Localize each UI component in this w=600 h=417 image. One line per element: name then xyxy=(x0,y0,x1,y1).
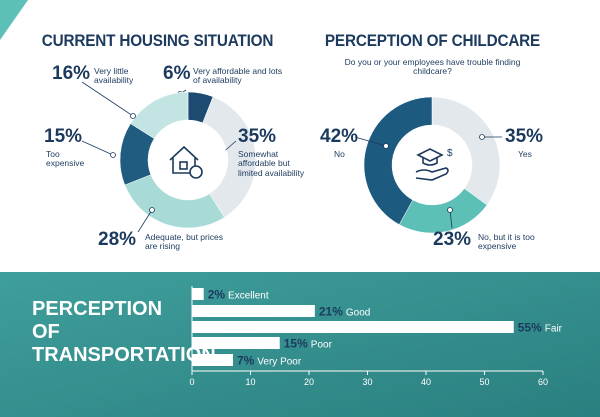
chart-title: PERCEPTION OF CHILDCARE xyxy=(324,31,541,50)
leader-dot xyxy=(383,143,389,149)
chart-title: CURRENT HOUSING SITUATION xyxy=(41,31,274,50)
value-label: 42% xyxy=(320,126,359,147)
category-label: No xyxy=(334,149,345,159)
chart-title: PERCEPTION OF TRANSPORTATION xyxy=(32,298,216,366)
leader-line xyxy=(81,140,114,156)
x-tick-label: 20 xyxy=(304,377,314,387)
leader-dot xyxy=(447,207,453,213)
value-label: 15% xyxy=(284,337,308,351)
corner-decor xyxy=(0,0,28,40)
category-label: Very little availability xyxy=(94,66,134,86)
house-icon xyxy=(169,145,203,179)
x-tick-label: 40 xyxy=(421,377,431,387)
bar xyxy=(192,288,204,300)
bar xyxy=(192,354,233,366)
category-label: Good xyxy=(346,308,370,319)
bar-label: 7% Very Poor xyxy=(237,354,302,368)
category-label: Somewhat affordable but limited availabi… xyxy=(238,149,305,178)
bar-label: 21% Good xyxy=(319,305,371,319)
childcare-icon: $ xyxy=(415,148,453,181)
bar-label: 2% Excellent xyxy=(208,288,269,302)
category-label: No, but it is too expensive xyxy=(478,232,535,252)
bar xyxy=(192,337,280,349)
category-label: Very affordable and lots of availability xyxy=(193,66,283,86)
x-tick-label: 60 xyxy=(538,377,548,387)
leader-line xyxy=(354,136,387,147)
x-tick-label: 50 xyxy=(479,377,489,387)
chart-subtitle: Do you or your employees have trouble fi… xyxy=(344,57,521,77)
category-label: Yes xyxy=(518,149,532,159)
value-label: 35% xyxy=(505,126,544,147)
leader-line xyxy=(81,81,134,117)
donut-hole xyxy=(149,121,227,199)
leader-dot xyxy=(479,134,485,140)
leader-dot xyxy=(110,152,116,158)
x-tick-label: 30 xyxy=(362,377,372,387)
bar xyxy=(192,305,315,317)
value-label: 16% xyxy=(52,63,91,84)
bar-label: 15% Poor xyxy=(284,337,333,351)
x-tick-label: 0 xyxy=(189,377,194,387)
category-label: Too expensive xyxy=(46,149,85,169)
pie-slice xyxy=(202,96,257,218)
bar-label: 55% Fair xyxy=(518,321,563,335)
value-label: 7% xyxy=(237,354,255,368)
bar xyxy=(192,321,514,333)
pie-slice xyxy=(431,96,501,206)
leader-dot xyxy=(130,113,136,119)
category-label: Fair xyxy=(545,324,563,335)
value-label: 21% xyxy=(319,305,343,319)
x-tick-label: 10 xyxy=(245,377,255,387)
transport-band xyxy=(0,272,600,417)
category-label: Adequate, but prices are rising xyxy=(145,232,223,252)
value-label: 15% xyxy=(44,126,83,147)
pie-slice xyxy=(130,91,189,139)
svg-text:$: $ xyxy=(447,148,453,159)
leader-line xyxy=(449,209,453,229)
pie-slice xyxy=(363,96,433,225)
value-label: 6% xyxy=(163,63,191,84)
value-label: 28% xyxy=(98,229,137,250)
category-label: Poor xyxy=(311,340,333,351)
category-label: Excellent xyxy=(228,291,269,302)
value-label: 35% xyxy=(238,126,277,147)
value-label: 2% xyxy=(208,288,226,302)
leader-line xyxy=(137,209,153,233)
value-label: 55% xyxy=(518,321,542,335)
category-label: Very Poor xyxy=(257,357,302,368)
leader-dot xyxy=(149,207,155,213)
value-label: 23% xyxy=(433,229,472,250)
